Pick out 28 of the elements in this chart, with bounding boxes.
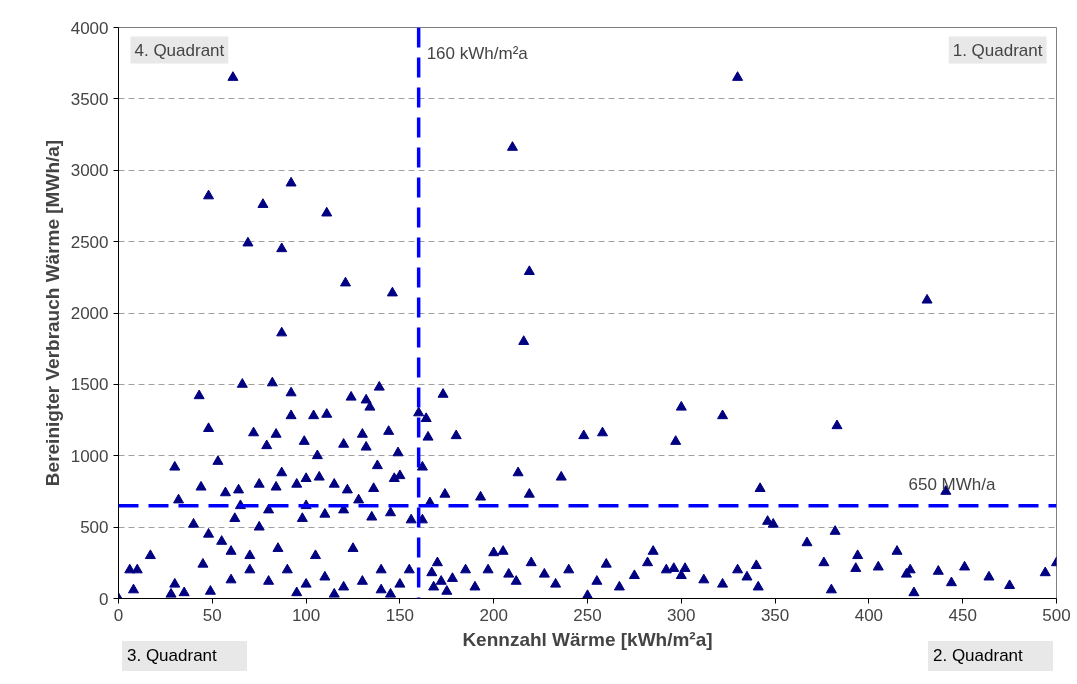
y-tick-label: 4000	[70, 18, 109, 38]
text: 2. Quadrant	[933, 645, 1023, 667]
x-tick-label: 50	[202, 605, 222, 625]
y-tick-label: 1000	[70, 446, 109, 466]
y-tick-label: 3000	[70, 161, 109, 181]
ref-line-label: 160 kWh/m²a	[426, 43, 529, 63]
annotation: 4. Quadrant	[134, 40, 225, 60]
x-tick-label: 250	[573, 605, 602, 625]
x-tick-label: 150	[385, 605, 415, 625]
text: 3. Quadrant	[127, 645, 217, 667]
annotation: 1. Quadrant	[952, 40, 1043, 60]
x-tick-label: 500	[1042, 605, 1071, 625]
ref-line-label: 650 MWh/a	[908, 474, 996, 494]
x-tick-label: 200	[479, 605, 508, 625]
x-tick-label: 0	[113, 605, 124, 625]
x-tick-label: 450	[948, 605, 977, 625]
y-axis-title: Bereinigter Verbrauch Wärme [MWh/a]	[41, 139, 63, 487]
y-tick-label: 0	[99, 589, 109, 609]
x-tick-label: 300	[667, 605, 696, 625]
y-tick-label: 2000	[70, 304, 109, 323]
x-tick-label: 350	[760, 605, 790, 625]
x-tick-label: 100	[291, 605, 321, 625]
x-tick-label: 400	[854, 605, 884, 625]
x-axis-title: Kennzahl Wärme [kWh/m²a]	[462, 628, 713, 650]
y-tick-label: 500	[80, 518, 109, 538]
y-tick-label: 1500	[70, 375, 109, 395]
y-tick-label: 2500	[70, 232, 109, 252]
y-tick-label: 3500	[70, 89, 109, 109]
